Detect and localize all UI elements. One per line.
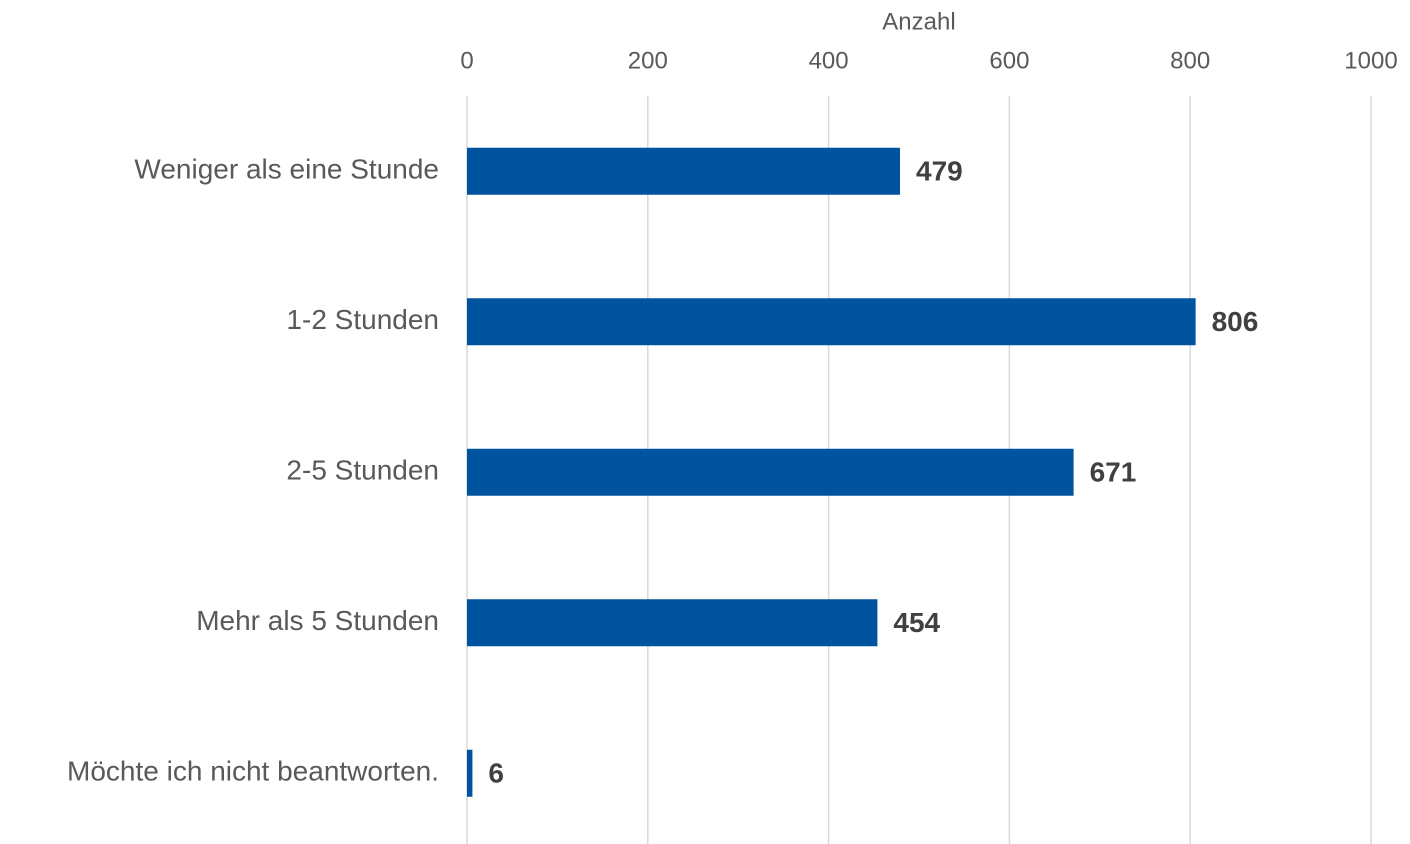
- bar: [467, 448, 1074, 496]
- data-label: 454: [893, 607, 940, 638]
- data-label: 671: [1090, 457, 1137, 488]
- y-tick-label: 2-5 Stunden: [286, 455, 439, 486]
- data-label: 806: [1212, 306, 1259, 337]
- y-tick-label: Möchte ich nicht beantworten.: [67, 756, 439, 787]
- data-label: 479: [916, 156, 963, 187]
- x-tick-label: 1000: [1344, 47, 1397, 74]
- x-tick-label: 400: [809, 47, 849, 74]
- x-tick-label: 600: [989, 47, 1029, 74]
- x-tick-label: 200: [628, 47, 668, 74]
- x-tick-label: 800: [1170, 47, 1210, 74]
- data-label: 6: [488, 758, 504, 789]
- x-axis-label: Anzahl: [882, 8, 955, 35]
- bar: [467, 298, 1196, 346]
- x-tick-label: 0: [460, 47, 473, 74]
- y-tick-label: 1-2 Stunden: [286, 304, 439, 335]
- y-tick-label: Mehr als 5 Stunden: [196, 605, 439, 636]
- bar: [467, 599, 878, 647]
- bar: [467, 749, 473, 797]
- bar: [467, 147, 901, 195]
- y-tick-label: Weniger als eine Stunde: [134, 154, 439, 185]
